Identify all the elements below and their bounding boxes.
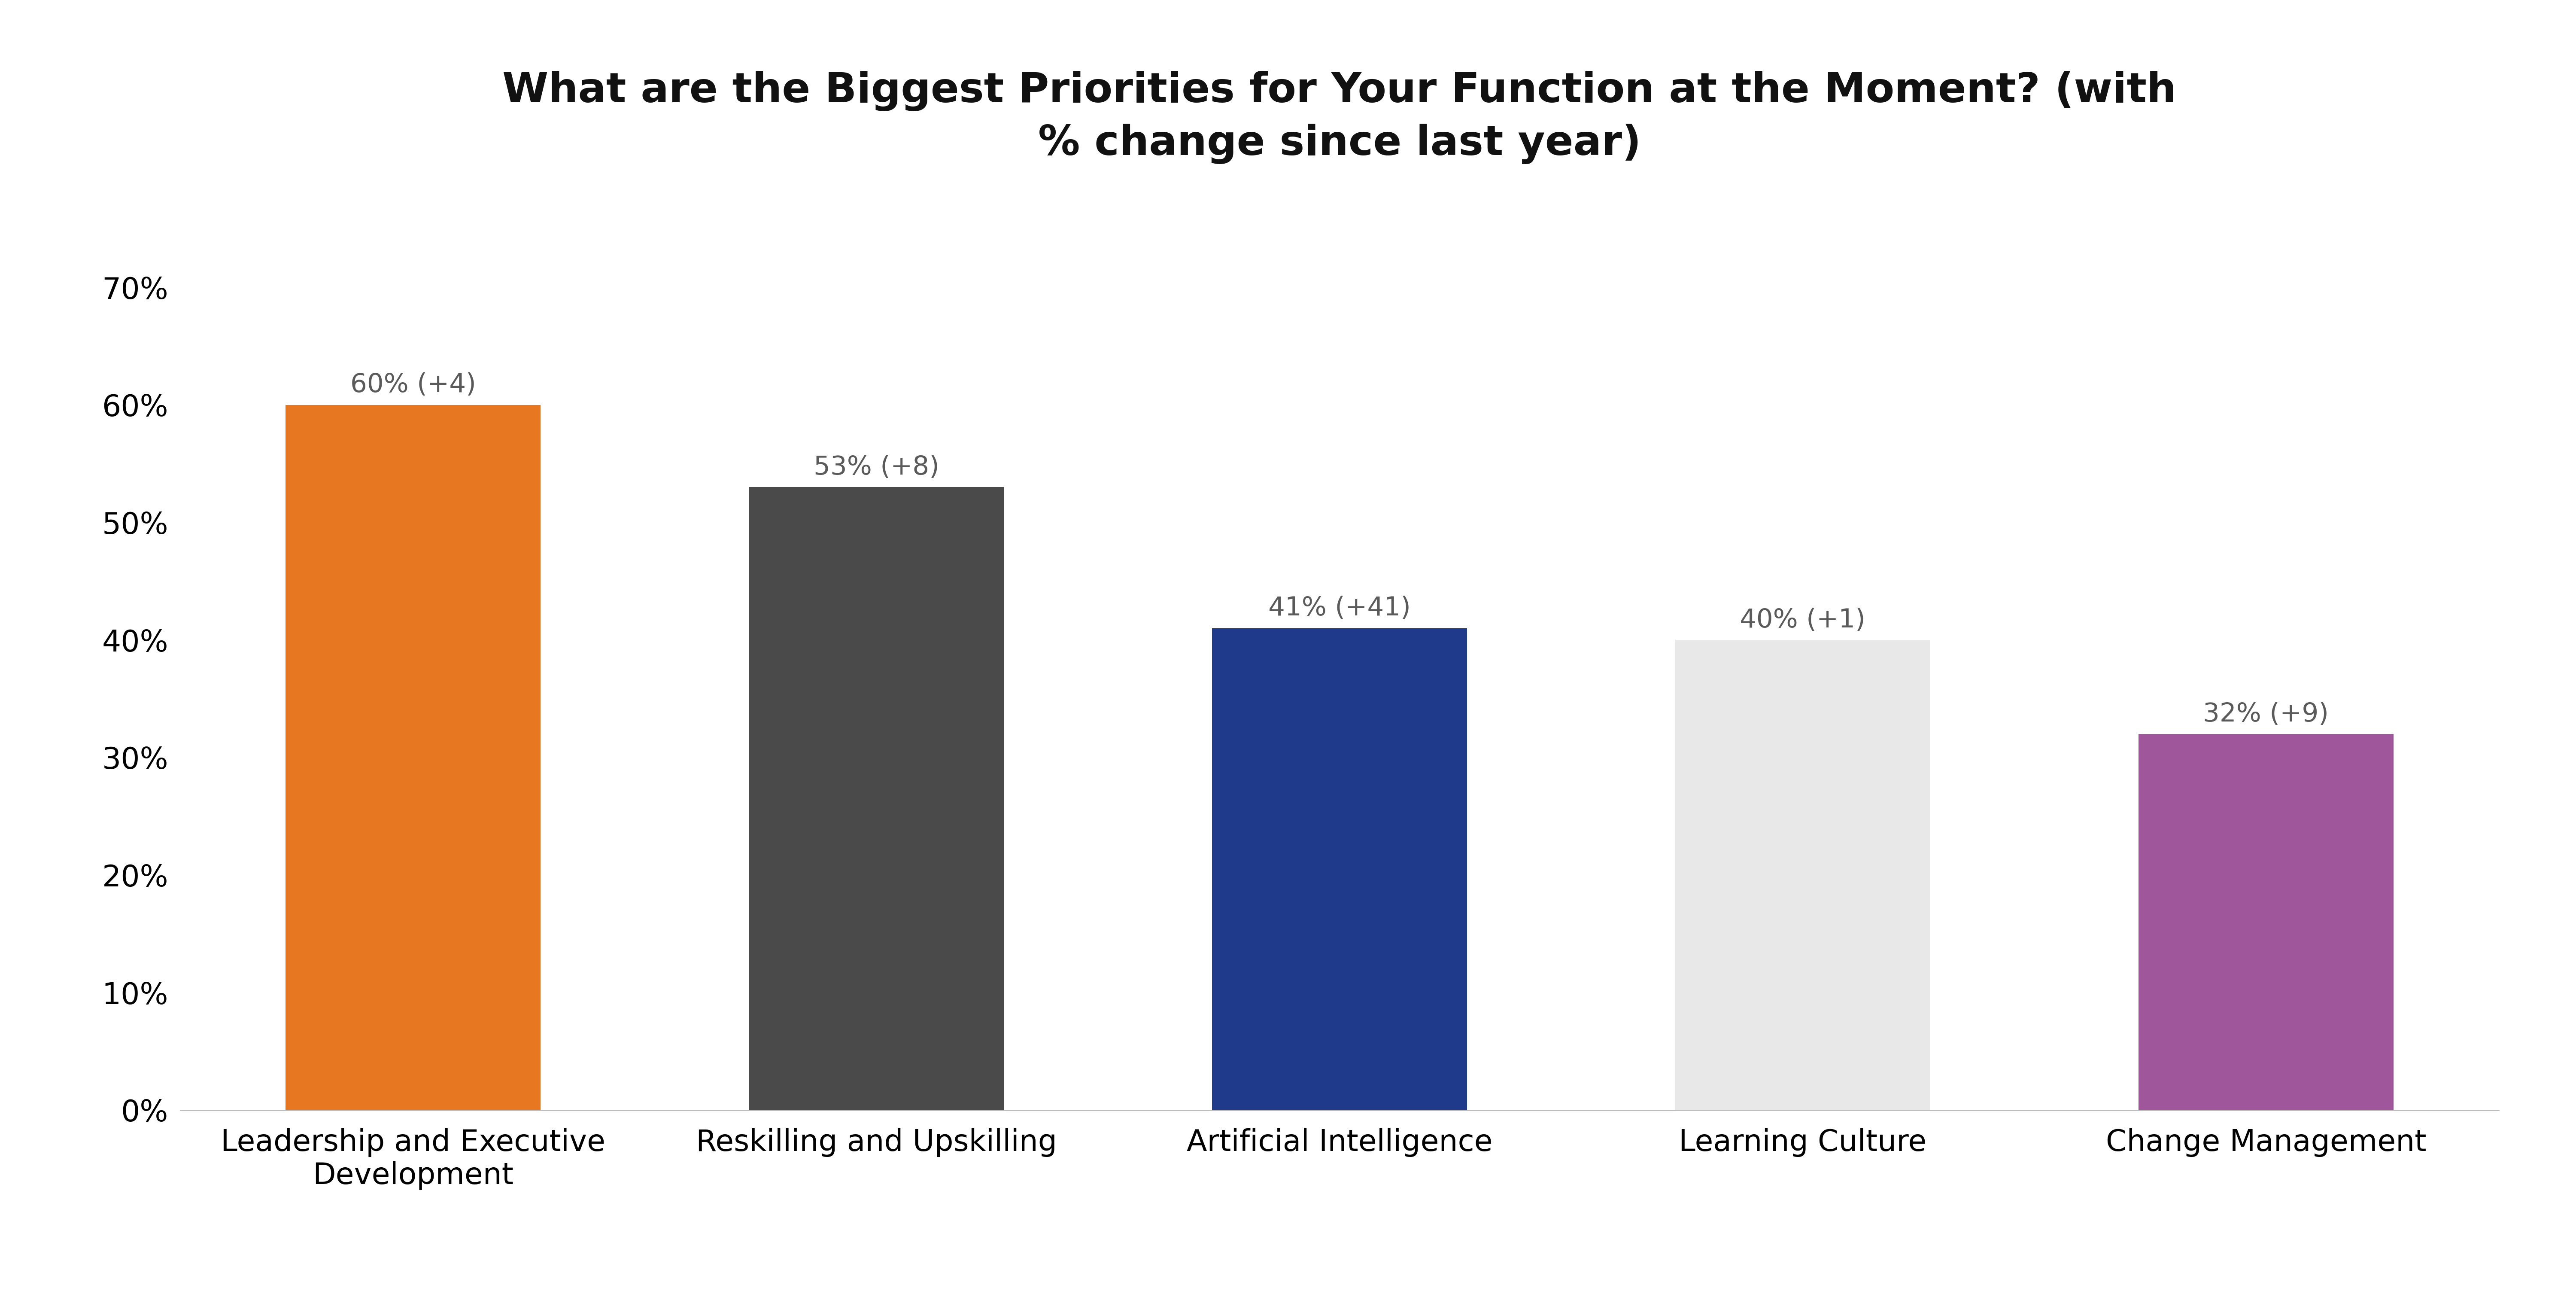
Bar [2138, 734, 2393, 1110]
Bar [1674, 640, 1929, 1110]
Text: 60% (+4): 60% (+4) [350, 372, 477, 398]
Text: 40% (+1): 40% (+1) [1739, 607, 1865, 633]
Bar [286, 405, 541, 1110]
Text: 41% (+41): 41% (+41) [1267, 596, 1412, 622]
Text: 32% (+9): 32% (+9) [2202, 701, 2329, 727]
Text: What are the Biggest Priorities for Your Function at the Moment? (with
% change : What are the Biggest Priorities for Your… [502, 71, 2177, 165]
Text: 53% (+8): 53% (+8) [814, 454, 940, 481]
Bar [1213, 628, 1466, 1110]
Bar [750, 487, 1005, 1110]
